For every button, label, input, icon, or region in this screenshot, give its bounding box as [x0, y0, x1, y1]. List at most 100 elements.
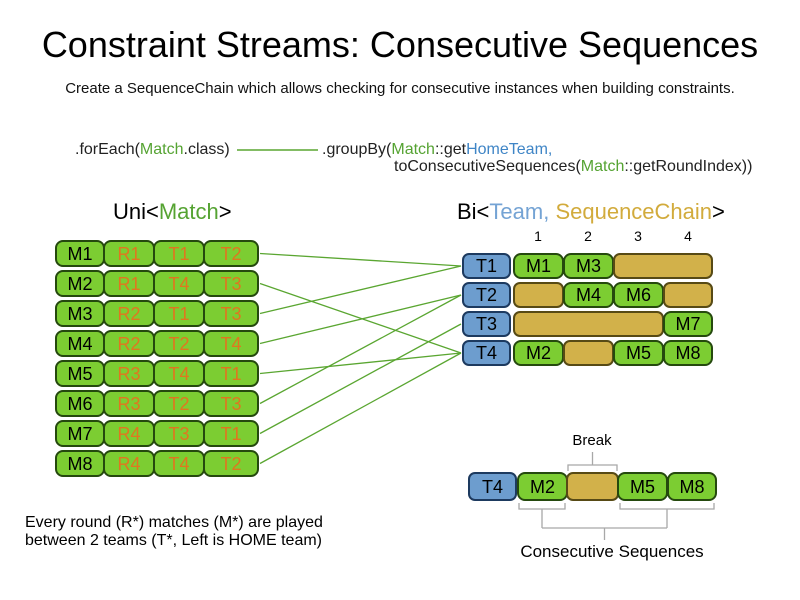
round-cell: R2	[103, 300, 155, 327]
label-team: Team,	[489, 199, 550, 224]
consecutive-sequences-label: Consecutive Sequences	[520, 542, 704, 561]
sequence-match-box: M3	[563, 253, 614, 279]
match-id-cell: M3	[55, 300, 105, 327]
round-cell: R1	[103, 270, 155, 297]
footnote-line: between 2 teams (T*, Left is HOME team)	[25, 532, 322, 549]
label-text: Uni<	[113, 199, 159, 224]
round-cell: R4	[103, 450, 155, 477]
match-id-cell: M6	[55, 390, 105, 417]
label-match: Match	[158, 199, 219, 224]
home-team-cell: T4	[153, 360, 205, 387]
home-team-cell: T4	[153, 270, 205, 297]
match-id-cell: M4	[55, 330, 105, 357]
page-subtitle: Create a SequenceChain which allows chec…	[65, 80, 735, 97]
connector-line-m1-t1	[259, 252, 462, 267]
sequence-match-box: M6	[613, 282, 664, 308]
sequence-bracket-left	[518, 503, 566, 528]
sequence-gap-box	[613, 253, 713, 279]
away-team-cell: T2	[203, 450, 259, 477]
sequence-gap-box	[663, 282, 713, 308]
sequence-gap-box	[513, 282, 564, 308]
match-id-cell: M5	[55, 360, 105, 387]
code-groupby-line1: .groupBy(Match::getHomeTeam,	[322, 141, 552, 159]
team-box: T4	[462, 340, 511, 366]
match-id-cell: M7	[55, 420, 105, 447]
connector-line-m2-t4	[259, 282, 462, 354]
round-column-header: 3	[634, 228, 642, 244]
home-team-cell: T1	[153, 300, 205, 327]
label-text: >	[712, 199, 725, 224]
footnote-line: Every round (R*) matches (M*) are played	[25, 514, 323, 531]
sequence-match-box: M5	[617, 472, 668, 501]
sequence-bracket-right	[619, 503, 715, 528]
home-team-cell: T3	[153, 420, 205, 447]
code-text: .groupBy(	[322, 141, 392, 158]
code-match-class: Match	[391, 141, 435, 158]
match-id-cell: M1	[55, 240, 105, 267]
label-text: >	[218, 199, 232, 224]
connector-line-m6-t2	[259, 294, 462, 405]
label-chain: SequenceChain	[549, 199, 713, 224]
code-groupby-line2: toConsecutiveSequences(Match::getRoundIn…	[394, 158, 752, 176]
round-column-header: 2	[584, 228, 592, 244]
away-team-cell: T3	[203, 300, 259, 327]
sequence-gap-box	[563, 340, 614, 366]
sequence-match-box: M2	[517, 472, 568, 501]
round-column-header: 4	[684, 228, 692, 244]
round-cell: R3	[103, 360, 155, 387]
code-match-class: Match	[580, 158, 625, 175]
code-match-class: Match	[139, 141, 184, 158]
connector-line-m8-t4	[259, 352, 462, 465]
team-box: T4	[468, 472, 517, 501]
code-foreach: .forEach(Match.class)	[75, 141, 230, 159]
sequence-gap-box	[513, 311, 664, 337]
away-team-cell: T1	[203, 420, 259, 447]
team-box: T1	[462, 253, 511, 279]
code-text: .forEach(	[75, 141, 140, 158]
footnote: Every round (R*) matches (M*) are played…	[25, 514, 323, 550]
sequence-match-box: M2	[513, 340, 564, 366]
away-team-cell: T3	[203, 270, 259, 297]
sequence-match-box: M8	[667, 472, 717, 501]
break-label: Break	[572, 432, 612, 449]
break-gap-box	[566, 472, 619, 501]
sequence-match-box: M1	[513, 253, 564, 279]
away-team-cell: T1	[203, 360, 259, 387]
bi-team-sequencechain-label: Bi<Team, SequenceChain>	[457, 199, 725, 225]
code-text: .class)	[183, 141, 230, 158]
sequence-match-box: M5	[613, 340, 664, 366]
code-hometeam: HomeTeam,	[466, 141, 553, 158]
home-team-cell: T4	[153, 450, 205, 477]
code-text: ::getRoundIndex))	[624, 158, 753, 175]
round-cell: R2	[103, 330, 155, 357]
match-id-cell: M8	[55, 450, 105, 477]
uni-match-label: Uni<Match>	[113, 199, 232, 225]
home-team-cell: T1	[153, 240, 205, 267]
home-team-cell: T2	[153, 390, 205, 417]
page-title: Constraint Streams: Consecutive Sequence…	[41, 24, 759, 65]
code-text: toConsecutiveSequences(	[394, 158, 581, 175]
match-id-cell: M2	[55, 270, 105, 297]
away-team-cell: T4	[203, 330, 259, 357]
round-cell: R3	[103, 390, 155, 417]
connector-line-m5-t4	[259, 352, 462, 375]
code-text: ::get	[434, 141, 467, 158]
connector-line-m7-t3	[259, 323, 462, 435]
away-team-cell: T2	[203, 240, 259, 267]
away-team-cell: T3	[203, 390, 259, 417]
sequence-match-box: M4	[563, 282, 614, 308]
team-box: T3	[462, 311, 511, 337]
sequence-bracket-main	[542, 527, 667, 540]
team-box: T2	[462, 282, 511, 308]
home-team-cell: T2	[153, 330, 205, 357]
round-column-header: 1	[534, 228, 542, 244]
round-cell: R4	[103, 420, 155, 447]
label-text: Bi<	[457, 199, 490, 224]
sequence-match-box: M8	[663, 340, 713, 366]
connector-line-m3-t1	[259, 265, 462, 315]
sequence-match-box: M7	[663, 311, 713, 337]
round-cell: R1	[103, 240, 155, 267]
connector-line-m4-t2	[259, 294, 462, 345]
break-bracket	[567, 452, 618, 471]
